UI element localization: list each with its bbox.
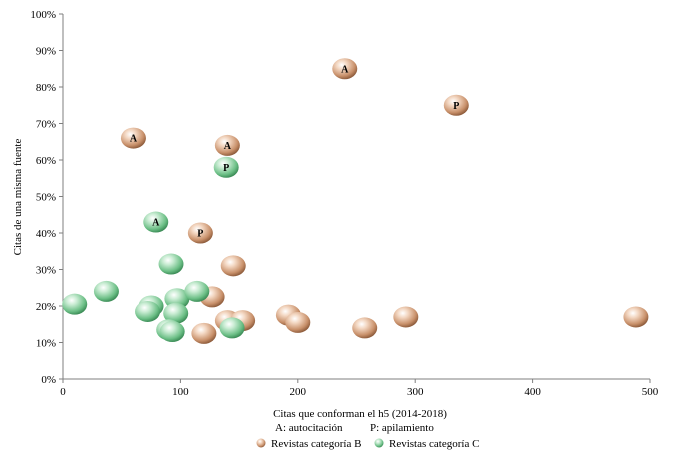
note-autocitacion: A: autocitación bbox=[275, 422, 343, 434]
data-point bbox=[187, 222, 213, 244]
legend: Revistas categoría B Revistas categoría … bbox=[256, 438, 479, 450]
data-point bbox=[158, 253, 184, 275]
y-tick-label: 70% bbox=[36, 119, 56, 131]
data-point bbox=[443, 94, 469, 116]
data-point bbox=[393, 306, 419, 328]
point-label: P bbox=[453, 101, 459, 112]
data-point bbox=[352, 317, 378, 339]
point-label: A bbox=[130, 134, 138, 145]
x-tick-label: 100 bbox=[172, 386, 189, 398]
x-tick-label: 200 bbox=[290, 386, 307, 398]
y-tick-label: 20% bbox=[36, 301, 56, 313]
y-tick-label: 60% bbox=[36, 155, 56, 167]
legend-marker-c bbox=[374, 438, 384, 448]
point-label: A bbox=[224, 141, 232, 152]
point-label: P bbox=[223, 163, 229, 174]
point-label: P bbox=[197, 229, 203, 240]
x-axis-title: Citas que conforman el h5 (2014-2018) bbox=[273, 408, 447, 420]
data-point bbox=[159, 321, 185, 343]
data-point bbox=[623, 306, 649, 328]
data-point bbox=[184, 280, 210, 302]
y-axis-title: Citas de una misma fuente bbox=[12, 139, 24, 256]
data-point bbox=[62, 293, 88, 315]
legend-marker-b bbox=[256, 438, 266, 448]
x-tick-label: 300 bbox=[407, 386, 424, 398]
y-tick-label: 30% bbox=[36, 265, 56, 277]
data-point bbox=[120, 127, 146, 149]
x-tick-label: 500 bbox=[642, 386, 659, 398]
data-point bbox=[191, 322, 217, 344]
point-label: A bbox=[152, 218, 160, 229]
y-tick-label: 80% bbox=[36, 82, 56, 94]
legend-label-c: Revistas categoría C bbox=[389, 438, 479, 450]
data-point bbox=[219, 317, 245, 339]
data-point bbox=[213, 156, 239, 178]
note-apilamiento: P: apilamiento bbox=[370, 422, 434, 434]
y-tick-label: 50% bbox=[36, 192, 56, 204]
data-point bbox=[143, 211, 169, 233]
data-point bbox=[93, 280, 119, 302]
y-tick-label: 10% bbox=[36, 338, 56, 350]
legend-label-b: Revistas categoría B bbox=[271, 438, 361, 450]
data-point bbox=[220, 255, 246, 277]
data-point bbox=[332, 58, 358, 80]
x-tick-label: 400 bbox=[524, 386, 541, 398]
y-tick-label: 100% bbox=[30, 9, 56, 21]
data-point bbox=[135, 300, 161, 322]
x-tick-label: 0 bbox=[60, 386, 66, 398]
y-tick-label: 40% bbox=[36, 228, 56, 240]
data-point bbox=[285, 311, 311, 333]
y-tick-label: 90% bbox=[36, 46, 56, 58]
data-point bbox=[163, 302, 189, 324]
y-tick-label: 0% bbox=[41, 374, 56, 386]
data-point bbox=[214, 134, 240, 156]
point-label: A bbox=[341, 64, 349, 75]
axes: 0% 10% 20% 30% 40% 50% 60% 70% 80% 90% 100% 0 100 200… bbox=[30, 9, 658, 398]
